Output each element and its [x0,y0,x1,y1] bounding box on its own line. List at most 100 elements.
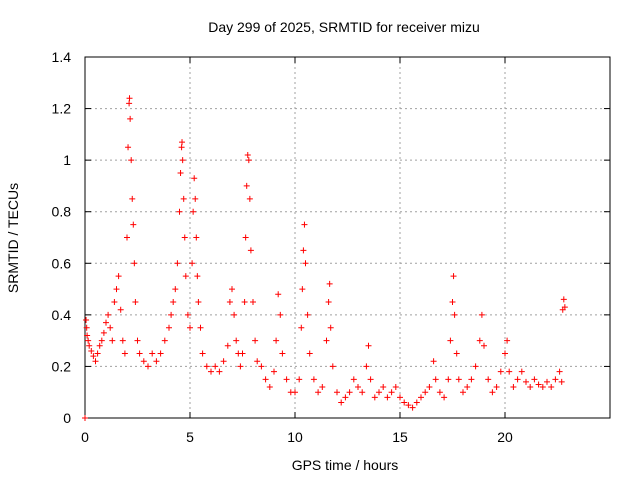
data-point [197,324,204,331]
data-point [239,350,246,357]
data-point [346,389,353,396]
data-point [319,384,326,391]
data-point [229,286,235,293]
data-point [556,368,563,375]
data-point [413,399,420,406]
data-point [190,208,197,215]
data-point [392,384,399,391]
data-point [418,394,424,401]
data-point [325,298,332,305]
data-point [131,260,138,267]
data-point [468,376,475,383]
data-point [126,95,133,102]
data-point [527,384,534,391]
y-tick-label: 1.2 [52,101,72,117]
data-point [149,350,156,357]
data-point [245,157,252,164]
y-axis-label: SRMTID / TECUs [5,183,21,293]
data-point [449,298,456,305]
data-point [510,384,517,391]
data-point [241,298,248,305]
data-point [242,234,249,241]
data-point [493,384,500,391]
data-point [455,376,462,383]
data-point [127,115,134,122]
data-point [464,384,471,391]
data-point [310,376,317,383]
data-point [489,389,496,396]
x-axis-label: GPS time / hours [292,457,399,473]
data-point [179,157,186,164]
data-point [460,389,466,396]
data-point [86,342,93,349]
data-point [430,358,437,365]
data-point [535,381,542,388]
data-point [103,319,109,326]
data-point [105,311,112,318]
data-point [523,378,529,385]
data-point [544,378,550,385]
data-point [476,337,483,344]
data-point [94,350,101,357]
data-point [189,260,196,267]
data-point [115,273,122,280]
data-point [271,368,277,375]
data-point [426,384,433,391]
data-point [552,376,559,383]
data-point [90,353,97,360]
data-point [128,157,135,164]
data-point [250,298,256,305]
data-point [192,195,199,202]
data-point [472,363,479,370]
data-point [184,311,191,318]
data-point [136,350,143,357]
data-point [126,100,133,107]
data-point [405,402,412,409]
data-point [506,368,513,375]
data-point [83,317,90,324]
data-points [82,95,568,421]
data-point [129,195,136,202]
data-point [233,337,240,344]
data-point [478,311,485,318]
data-point [380,384,387,391]
data-point [485,376,492,383]
data-point [279,350,286,357]
data-point [172,286,179,293]
data-point [262,376,269,383]
data-point [203,363,210,370]
data-point [539,384,546,391]
data-point [157,350,164,357]
data-point [298,324,305,331]
data-point [561,304,568,311]
data-point [409,404,416,411]
data-point [244,151,251,158]
data-point [145,363,151,370]
data-point [531,376,538,383]
data-point [453,350,460,357]
data-point [191,175,198,182]
data-point [119,337,126,344]
data-point [195,298,202,305]
data-point [220,358,227,365]
data-point [296,376,303,383]
data-point [83,324,90,331]
data-point [323,337,330,344]
data-point [436,389,443,396]
data-point [85,337,92,344]
data-point [514,376,521,383]
data-point [432,376,439,383]
data-point [117,306,124,313]
data-point [401,399,408,406]
data-point [299,286,306,293]
data-point [327,324,334,331]
data-point [304,311,311,318]
data-point [329,363,336,370]
data-point [518,368,525,375]
data-point [359,389,366,396]
axis-ticks: 0 5 10 15 20 0 0.2 0.4 0.6 0.8 1 1.2 1.4 [52,49,610,445]
y-tick-label: 0.6 [52,255,72,271]
data-point [422,389,429,396]
data-point [447,337,454,344]
